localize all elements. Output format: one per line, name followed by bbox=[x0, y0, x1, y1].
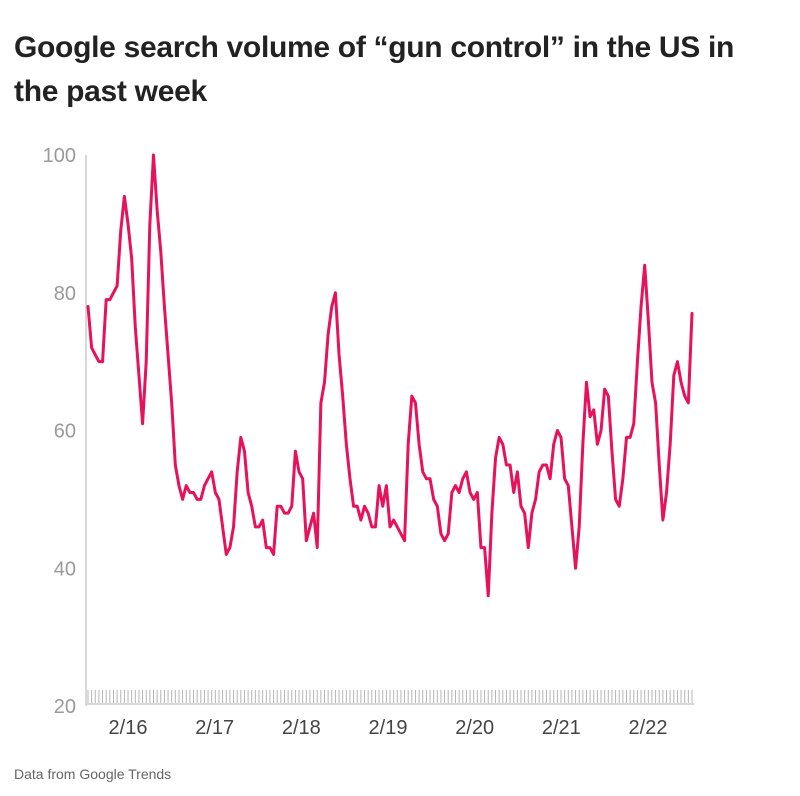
y-tick-label: 100 bbox=[43, 145, 76, 167]
source-note: Data from Google Trends bbox=[14, 766, 172, 782]
x-tick-label: 2/20 bbox=[455, 717, 494, 739]
x-axis-minor-ticks bbox=[86, 690, 694, 705]
y-tick-label: 80 bbox=[54, 283, 76, 305]
y-axis: 100 80 60 40 20 bbox=[43, 145, 87, 718]
x-tick-label: 2/21 bbox=[542, 717, 581, 739]
chart-title: Google search volume of “gun control” in… bbox=[14, 31, 735, 108]
x-tick-label: 2/18 bbox=[282, 717, 321, 739]
y-tick-label: 20 bbox=[54, 696, 76, 718]
x-tick-label: 2/19 bbox=[369, 717, 408, 739]
y-tick-label: 40 bbox=[54, 558, 76, 580]
x-tick-label: 2/17 bbox=[195, 717, 234, 739]
x-tick-label: 2/22 bbox=[629, 717, 668, 739]
line-chart: 100 80 60 40 20 2/16 2/17 2/18 2/19 2/20 2/21 2/22 bbox=[43, 145, 694, 739]
series-line bbox=[86, 153, 694, 598]
x-tick-label: 2/16 bbox=[109, 717, 148, 739]
y-tick-label: 60 bbox=[54, 421, 76, 443]
x-axis: 2/16 2/17 2/18 2/19 2/20 2/21 2/22 bbox=[109, 717, 668, 739]
series-layer bbox=[86, 153, 694, 598]
